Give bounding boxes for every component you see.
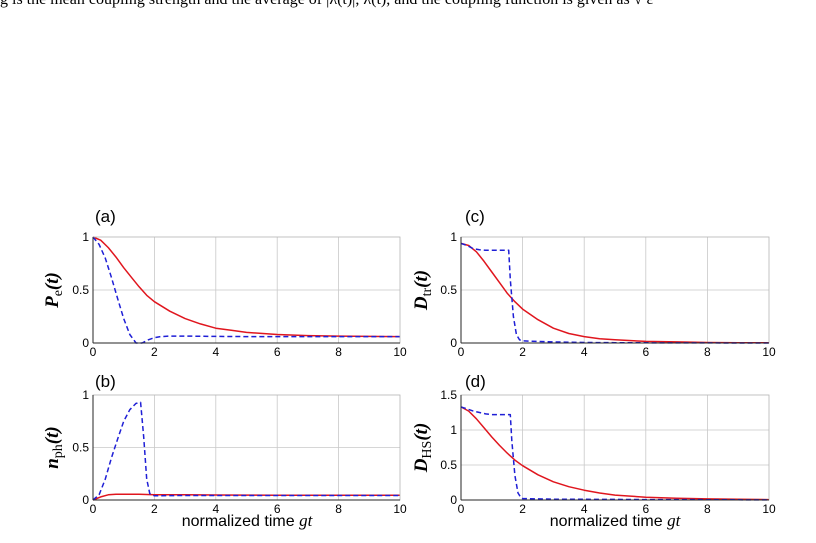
panel-label: (a) <box>95 207 116 226</box>
chart-panel: 0 2 4 6 8 10 0 0.5 1 (b) nph(t) <box>42 372 407 516</box>
y-tick-label: 0.5 <box>440 458 457 472</box>
panel-label: (c) <box>465 207 485 226</box>
solid-series-line <box>460 242 770 344</box>
x-tick-label: 2 <box>151 345 158 359</box>
x-tick-label: 8 <box>704 345 711 359</box>
x-tick-label: 6 <box>642 502 649 516</box>
cropped-header-text-strip: g is the mean coupling strength and the … <box>0 0 816 30</box>
dashed-series-line <box>92 236 400 344</box>
x-tick-label: 8 <box>704 502 711 516</box>
y-axis-label: nph(t) <box>42 426 66 469</box>
dashed-series-line <box>92 401 400 501</box>
chart-panel: 0 2 4 6 8 10 0 0.5 1 1.5 (d) DHS(t) <box>411 372 776 516</box>
y-tick-label: 0 <box>450 336 457 350</box>
x-tick-label: 10 <box>393 345 407 359</box>
chart-panel: 0 2 4 6 8 10 0 0.5 1 (a) Pe(t) <box>42 207 407 359</box>
y-axis-label: Dtr(t) <box>411 270 435 311</box>
x-tick-label: 8 <box>335 345 342 359</box>
x-axis-label: normalized time gt <box>550 511 682 530</box>
x-tick-label: 4 <box>581 345 588 359</box>
x-tick-label: 0 <box>458 345 465 359</box>
y-tick-label: 0 <box>82 336 89 350</box>
x-tick-label: 6 <box>642 345 649 359</box>
plot-area <box>461 395 769 500</box>
y-tick-label: 1 <box>450 423 457 437</box>
y-tick-label: 1 <box>82 388 89 402</box>
x-tick-label: 4 <box>212 502 219 516</box>
x-tick-label: 2 <box>519 345 526 359</box>
x-tick-label: 8 <box>335 502 342 516</box>
x-tick-label: 6 <box>274 345 281 359</box>
x-tick-label: 4 <box>581 502 588 516</box>
cropped-header-text: g is the mean coupling strength and the … <box>0 0 653 9</box>
x-tick-label: 6 <box>274 502 281 516</box>
solid-series-line <box>92 236 401 338</box>
x-tick-label: 0 <box>90 345 97 359</box>
x-tick-label: 2 <box>519 502 526 516</box>
y-tick-label: 0 <box>82 493 89 507</box>
y-tick-label: 0.5 <box>440 283 457 297</box>
x-axis-label: normalized time gt <box>182 511 314 530</box>
y-tick-label: 0 <box>450 493 457 507</box>
y-tick-label: 0.5 <box>72 283 89 297</box>
x-tick-label: 10 <box>762 502 776 516</box>
chart-panel: 0 2 4 6 8 10 0 0.5 1 (c) Dtr(t) <box>411 207 776 359</box>
x-tick-label: 0 <box>90 502 97 516</box>
x-tick-label: 2 <box>151 502 158 516</box>
x-tick-label: 4 <box>212 345 219 359</box>
y-tick-label: 0.5 <box>72 441 89 455</box>
panel-label: (b) <box>95 372 116 391</box>
y-tick-label: 1 <box>450 230 457 244</box>
panel-label: (d) <box>465 372 486 391</box>
x-tick-label: 10 <box>762 345 776 359</box>
y-tick-label: 1.5 <box>440 388 457 402</box>
y-axis-label: DHS(t) <box>411 423 435 474</box>
x-tick-label: 10 <box>393 502 407 516</box>
x-tick-label: 0 <box>458 502 465 516</box>
dashed-series-line <box>460 406 770 501</box>
y-axis-label: Pe(t) <box>42 272 66 309</box>
solid-series-line <box>460 406 770 501</box>
y-tick-label: 1 <box>82 230 89 244</box>
